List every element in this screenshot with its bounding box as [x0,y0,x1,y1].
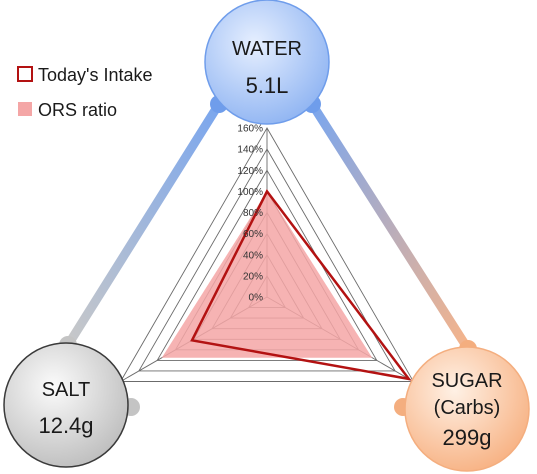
node-salt-name: SALT [42,379,91,401]
node-sugar-name-line2: (Carbs) [434,397,501,419]
connector-water-salt [63,99,224,350]
legend: Today's Intake ORS ratio [17,65,153,120]
radar-tick-label: 40% [243,250,263,261]
radar-tick-label: 80% [243,208,263,219]
legend-item-ors-ratio: ORS ratio [18,100,117,120]
legend-swatch-fill [18,102,32,116]
connector-water-sugar [307,99,473,354]
radar-tick-label: 120% [237,166,263,177]
node-sugar-circle [404,346,530,472]
radar-tick-label: 60% [243,229,263,240]
radar-tick-label: 100% [237,187,263,198]
radar-tick-label: 160% [237,124,263,135]
node-water: WATER 5.1L [204,0,330,125]
series-ors-ratio-area [161,191,373,358]
node-sugar: SUGAR (Carbs) 299g [404,346,530,472]
node-water-value: 5.1L [246,73,289,98]
node-salt-circle [3,342,129,468]
radar-chart: 0% 20% 40% 60% 80% 100% 120% 140% 160% [119,124,415,382]
radar-tick-label: 20% [243,271,263,282]
legend-label: Today's Intake [38,65,153,85]
radar-grid-ring [119,127,415,382]
legend-item-todays-intake: Today's Intake [17,65,153,85]
radar-series [161,189,412,381]
node-water-circle [204,0,330,125]
node-sugar-value: 299g [443,425,492,450]
radar-tick-labels: 0% 20% 40% 60% 80% 100% 120% 140% 160% [237,124,263,304]
radar-grid-ring [138,148,396,372]
node-salt-value: 12.4g [38,413,93,438]
radar-tick-label: 0% [249,293,264,304]
node-sugar-name-line1: SUGAR [431,370,502,392]
legend-swatch-outline [17,66,33,82]
radar-tick-label: 140% [237,145,263,156]
node-salt: SALT 12.4g [3,342,129,468]
legend-label: ORS ratio [38,100,117,120]
node-water-name: WATER [232,38,302,60]
series-todays-intake-line [190,189,412,381]
